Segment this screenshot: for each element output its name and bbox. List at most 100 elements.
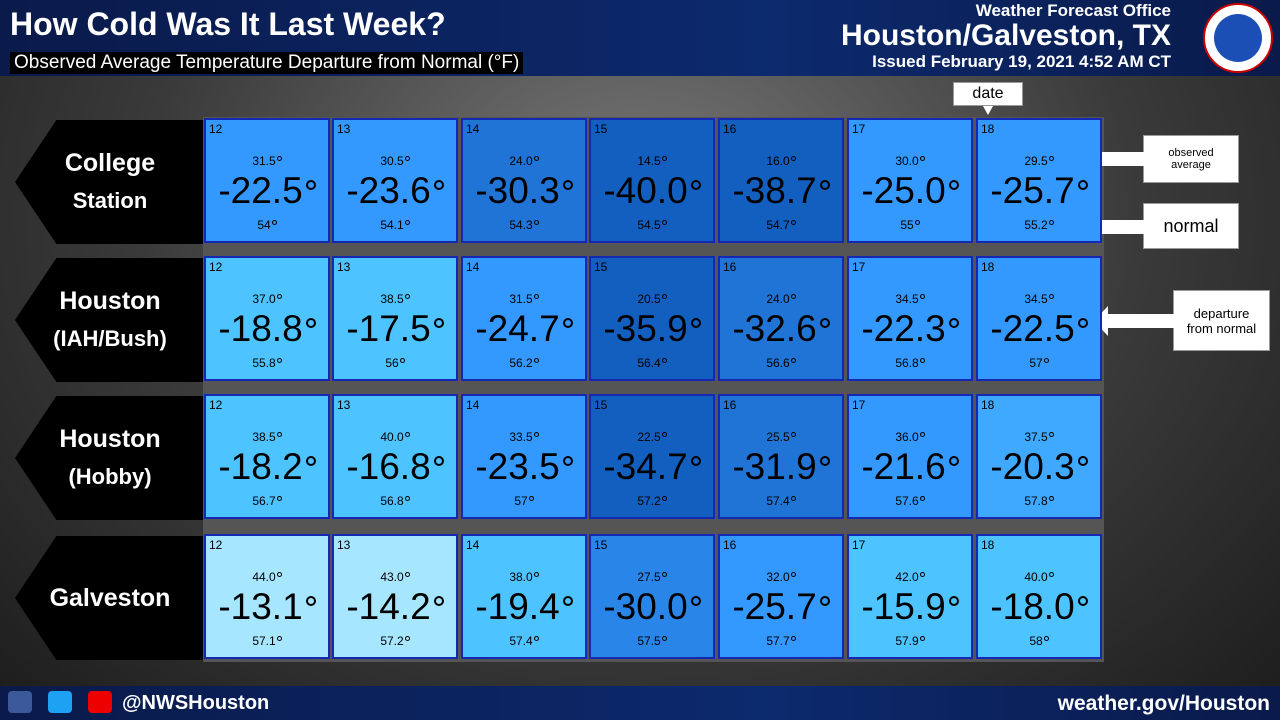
degree-symbol [533,294,539,299]
departure: -23.5 [463,446,585,488]
normal-temperature: 56.2 [463,356,585,370]
date: 17 [852,398,866,412]
station-name: Houston [59,287,161,315]
normal-temperature: 57.4 [463,634,585,648]
departure: -40.0 [591,170,713,212]
degree-symbol [919,358,925,363]
date: 15 [594,538,608,552]
day-cell: 12 31.5 -22.5 54 [204,118,330,243]
degree-symbol [305,180,316,190]
youtube-icon[interactable] [88,691,112,713]
day-cell: 13 43.0 -14.2 57.2 [332,534,458,659]
date: 18 [981,122,995,136]
degree-symbol [790,220,796,225]
day-cell: 16 24.0 -32.6 56.6 [718,256,844,381]
legend-departure: departure from normal [1173,290,1270,351]
degree-symbol [690,180,701,190]
date: 14 [466,538,480,552]
degree-symbol [404,156,410,161]
day-cell: 16 16.0 -38.7 54.7 [718,118,844,243]
degree-symbol [1048,572,1054,577]
normal-temperature: 56.4 [591,356,713,370]
observed-average: 42.0 [849,570,971,584]
day-cell: 16 25.5 -31.9 57.4 [718,394,844,519]
day-cell: 18 37.5 -20.3 57.8 [976,394,1102,519]
departure: -38.7 [720,170,842,212]
degree-symbol [661,432,667,437]
degree-symbol [948,596,959,606]
degree-symbol [404,572,410,577]
normal-temperature: 56.6 [720,356,842,370]
departure: -22.3 [849,308,971,350]
degree-symbol [914,220,920,225]
day-cell: 17 36.0 -21.6 57.6 [847,394,973,519]
degree-symbol [305,596,316,606]
degree-symbol [790,496,796,501]
station-arrow [15,396,203,520]
degree-symbol [790,432,796,437]
degree-symbol [305,318,316,328]
degree-symbol [790,358,796,363]
degree-symbol [433,318,444,328]
degree-symbol [661,496,667,501]
degree-symbol [661,294,667,299]
station-name: (Hobby) [68,464,152,489]
degree-symbol [533,572,539,577]
degree-symbol [1048,156,1054,161]
departure: -32.6 [720,308,842,350]
degree-symbol [271,220,277,225]
social-handle[interactable]: @NWSHouston [122,692,270,714]
legend-departure-arrow [1094,306,1174,336]
website[interactable]: weather.gov/Houston [1057,692,1270,715]
observed-average: 38.5 [206,430,328,444]
degree-symbol [948,318,959,328]
degree-symbol [690,318,701,328]
degree-symbol [276,496,282,501]
degree-symbol [562,318,573,328]
departure: -24.7 [463,308,585,350]
legend-date-arrow [983,106,993,115]
date: 12 [209,398,223,412]
station-name: Station [72,188,148,213]
degree-symbol [276,636,282,641]
observed-average: 27.5 [591,570,713,584]
departure: -31.9 [720,446,842,488]
day-cell: 15 14.5 -40.0 54.5 [589,118,715,243]
location: Houston/Galveston, TX [840,19,1171,52]
date: 12 [209,260,223,274]
date: 14 [466,260,480,274]
office: Weather Forecast Office [975,1,1171,20]
departure: -18.0 [978,586,1100,628]
degree-symbol [948,456,959,466]
station-arrow [15,258,203,382]
legend-normal: normal [1143,203,1239,249]
observed-average: 24.0 [463,154,585,168]
observed-average: 30.0 [849,154,971,168]
observed-average: 40.0 [978,570,1100,584]
normal-temperature: 57 [463,494,585,508]
twitter-icon[interactable] [48,691,72,713]
facebook-icon[interactable] [8,691,32,713]
departure: -20.3 [978,446,1100,488]
degree-symbol [948,180,959,190]
date: 13 [337,122,351,136]
normal-temperature: 57.6 [849,494,971,508]
normal-temperature: 57.4 [720,494,842,508]
degree-symbol [1077,318,1088,328]
degree-symbol [661,220,667,225]
departure: -23.6 [334,170,456,212]
date: 16 [723,398,737,412]
normal-temperature: 55 [849,218,971,232]
day-cell: 14 38.0 -19.4 57.4 [461,534,587,659]
date: 18 [981,260,995,274]
degree-symbol [819,596,830,606]
departure: -34.7 [591,446,713,488]
departure: -17.5 [334,308,456,350]
normal-temperature: 58 [978,634,1100,648]
date: 12 [209,122,223,136]
degree-symbol [276,294,282,299]
degree-symbol [919,496,925,501]
day-cell: 14 24.0 -30.3 54.3 [461,118,587,243]
observed-average: 25.5 [720,430,842,444]
